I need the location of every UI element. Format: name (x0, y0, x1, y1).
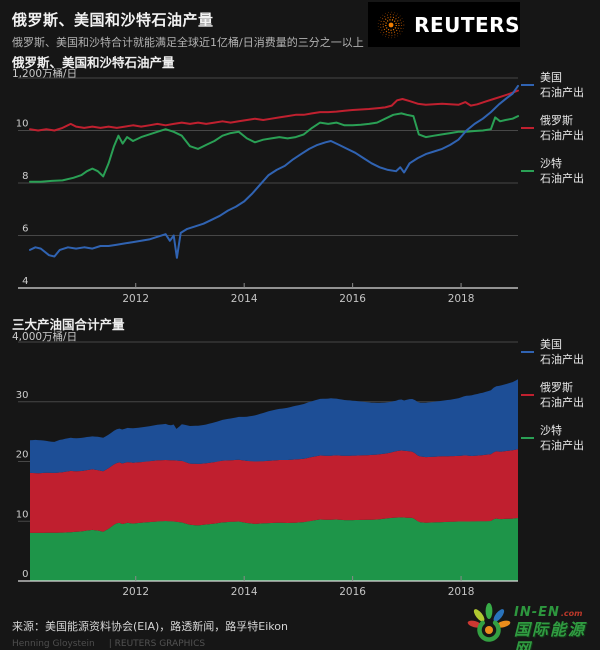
reuters-logo: REUTERS (368, 2, 520, 47)
watermark-brand: IN-EN (514, 605, 560, 620)
series-line-saudi (29, 112, 519, 183)
chart1-unit-label: 1,200万桶/日 (12, 68, 78, 80)
credit-author: Henning Gloystein (12, 639, 95, 649)
chart2-legend: 美国 石油产出 俄罗斯 石油产出 沙特 石油产出 (521, 337, 600, 466)
reuters-wordmark: REUTERS (414, 12, 520, 37)
watermark-name-cn: 国际能源网 (514, 620, 587, 650)
y-axis-label: 20 (16, 450, 29, 461)
chart2-unit-label: 4,000万桶/日 (12, 331, 78, 343)
y-axis-label: 10 (16, 509, 29, 520)
y-axis-label: 10 (16, 119, 29, 130)
x-axis-label: 2012 (122, 293, 149, 305)
legend-label-saudi: 沙特 (540, 157, 562, 170)
page-title: 俄罗斯、美国和沙特石油产量 (12, 11, 214, 29)
stacked-area-chart-combined-production: 30 20 10 0 2012 2014 2016 2018 (16, 341, 518, 598)
legend-sublabel-saudi: 石油产出 (540, 439, 584, 452)
stacked-area-russia (30, 449, 518, 533)
legend-entry-us: 美国 石油产出 (521, 337, 600, 367)
legend-label-us: 美国 (540, 338, 562, 351)
legend-dash-russia (521, 394, 534, 396)
series-line-us (29, 84, 519, 259)
y-axis-label: 30 (16, 390, 29, 401)
y-axis-label: 4 (22, 276, 28, 287)
legend-sublabel-us: 石油产出 (540, 86, 584, 99)
page-subtitle: 俄罗斯、美国和沙特合计就能满足全球近1亿桶/日消费量的三分之一以上 (12, 36, 364, 49)
watermark-brand-line: IN-EN.com (514, 606, 600, 620)
chart2-title: 三大产油国合计产量 (12, 317, 125, 332)
legend-sublabel-us: 石油产出 (540, 353, 584, 366)
reuters-orbital-icon (377, 11, 405, 38)
x-axis-label: 2016 (339, 586, 366, 598)
x-axis-label: 2018 (448, 293, 475, 305)
legend-dash-us (521, 84, 534, 86)
legend-dash-saudi (521, 437, 534, 439)
legend-dash-us (521, 351, 534, 353)
legend-label-russia: 俄罗斯 (540, 114, 573, 127)
line-chart-oil-production: 10 8 6 4 2012 2014 2016 2018 (16, 77, 519, 305)
y-axis-label: 6 (22, 224, 28, 235)
series-line-russia (29, 89, 519, 132)
legend-entry-us: 美国 石油产出 (521, 70, 600, 100)
legend-dash-saudi (521, 170, 534, 172)
legend-entry-russia: 俄罗斯 石油产出 (521, 380, 600, 410)
y-axis-label: 0 (22, 569, 28, 580)
chart1-legend: 美国 石油产出 俄罗斯 石油产出 沙特 石油产出 (521, 70, 600, 199)
legend-sublabel-russia: 石油产出 (540, 129, 584, 142)
watermark-in-en: IN-EN.com 国际能源网 (466, 594, 600, 650)
legend-label-us: 美国 (540, 71, 562, 84)
credit-line: Henning Gloystein | REUTERS GRAPHICS (12, 639, 205, 649)
legend-label-saudi: 沙特 (540, 424, 562, 437)
x-axis-label: 2014 (231, 586, 258, 598)
chart1-title: 俄罗斯、美国和沙特石油产量 (12, 55, 175, 70)
legend-label-russia: 俄罗斯 (540, 381, 573, 394)
legend-entry-saudi: 沙特 石油产出 (521, 423, 600, 453)
legend-entry-russia: 俄罗斯 石油产出 (521, 113, 600, 143)
stacked-area-us (30, 379, 518, 474)
legend-entry-saudi: 沙特 石油产出 (521, 156, 600, 186)
legend-sublabel-saudi: 石油产出 (540, 172, 584, 185)
source-line: 来源：美国能源资料协会(EIA)，路透新闻，路孚特Eikon (12, 620, 288, 633)
x-axis-label: 2016 (339, 293, 366, 305)
y-axis-label: 8 (22, 171, 28, 182)
credit-org: | REUTERS GRAPHICS (108, 639, 206, 649)
watermark-suffix: .com (560, 609, 583, 618)
x-axis-label: 2018 (448, 586, 475, 598)
x-axis-label: 2014 (231, 293, 258, 305)
in-en-logo-icon (467, 603, 511, 642)
x-axis-label: 2012 (122, 586, 149, 598)
legend-sublabel-russia: 石油产出 (540, 396, 584, 409)
legend-dash-russia (521, 127, 534, 129)
stacked-area-saudi (30, 517, 518, 581)
